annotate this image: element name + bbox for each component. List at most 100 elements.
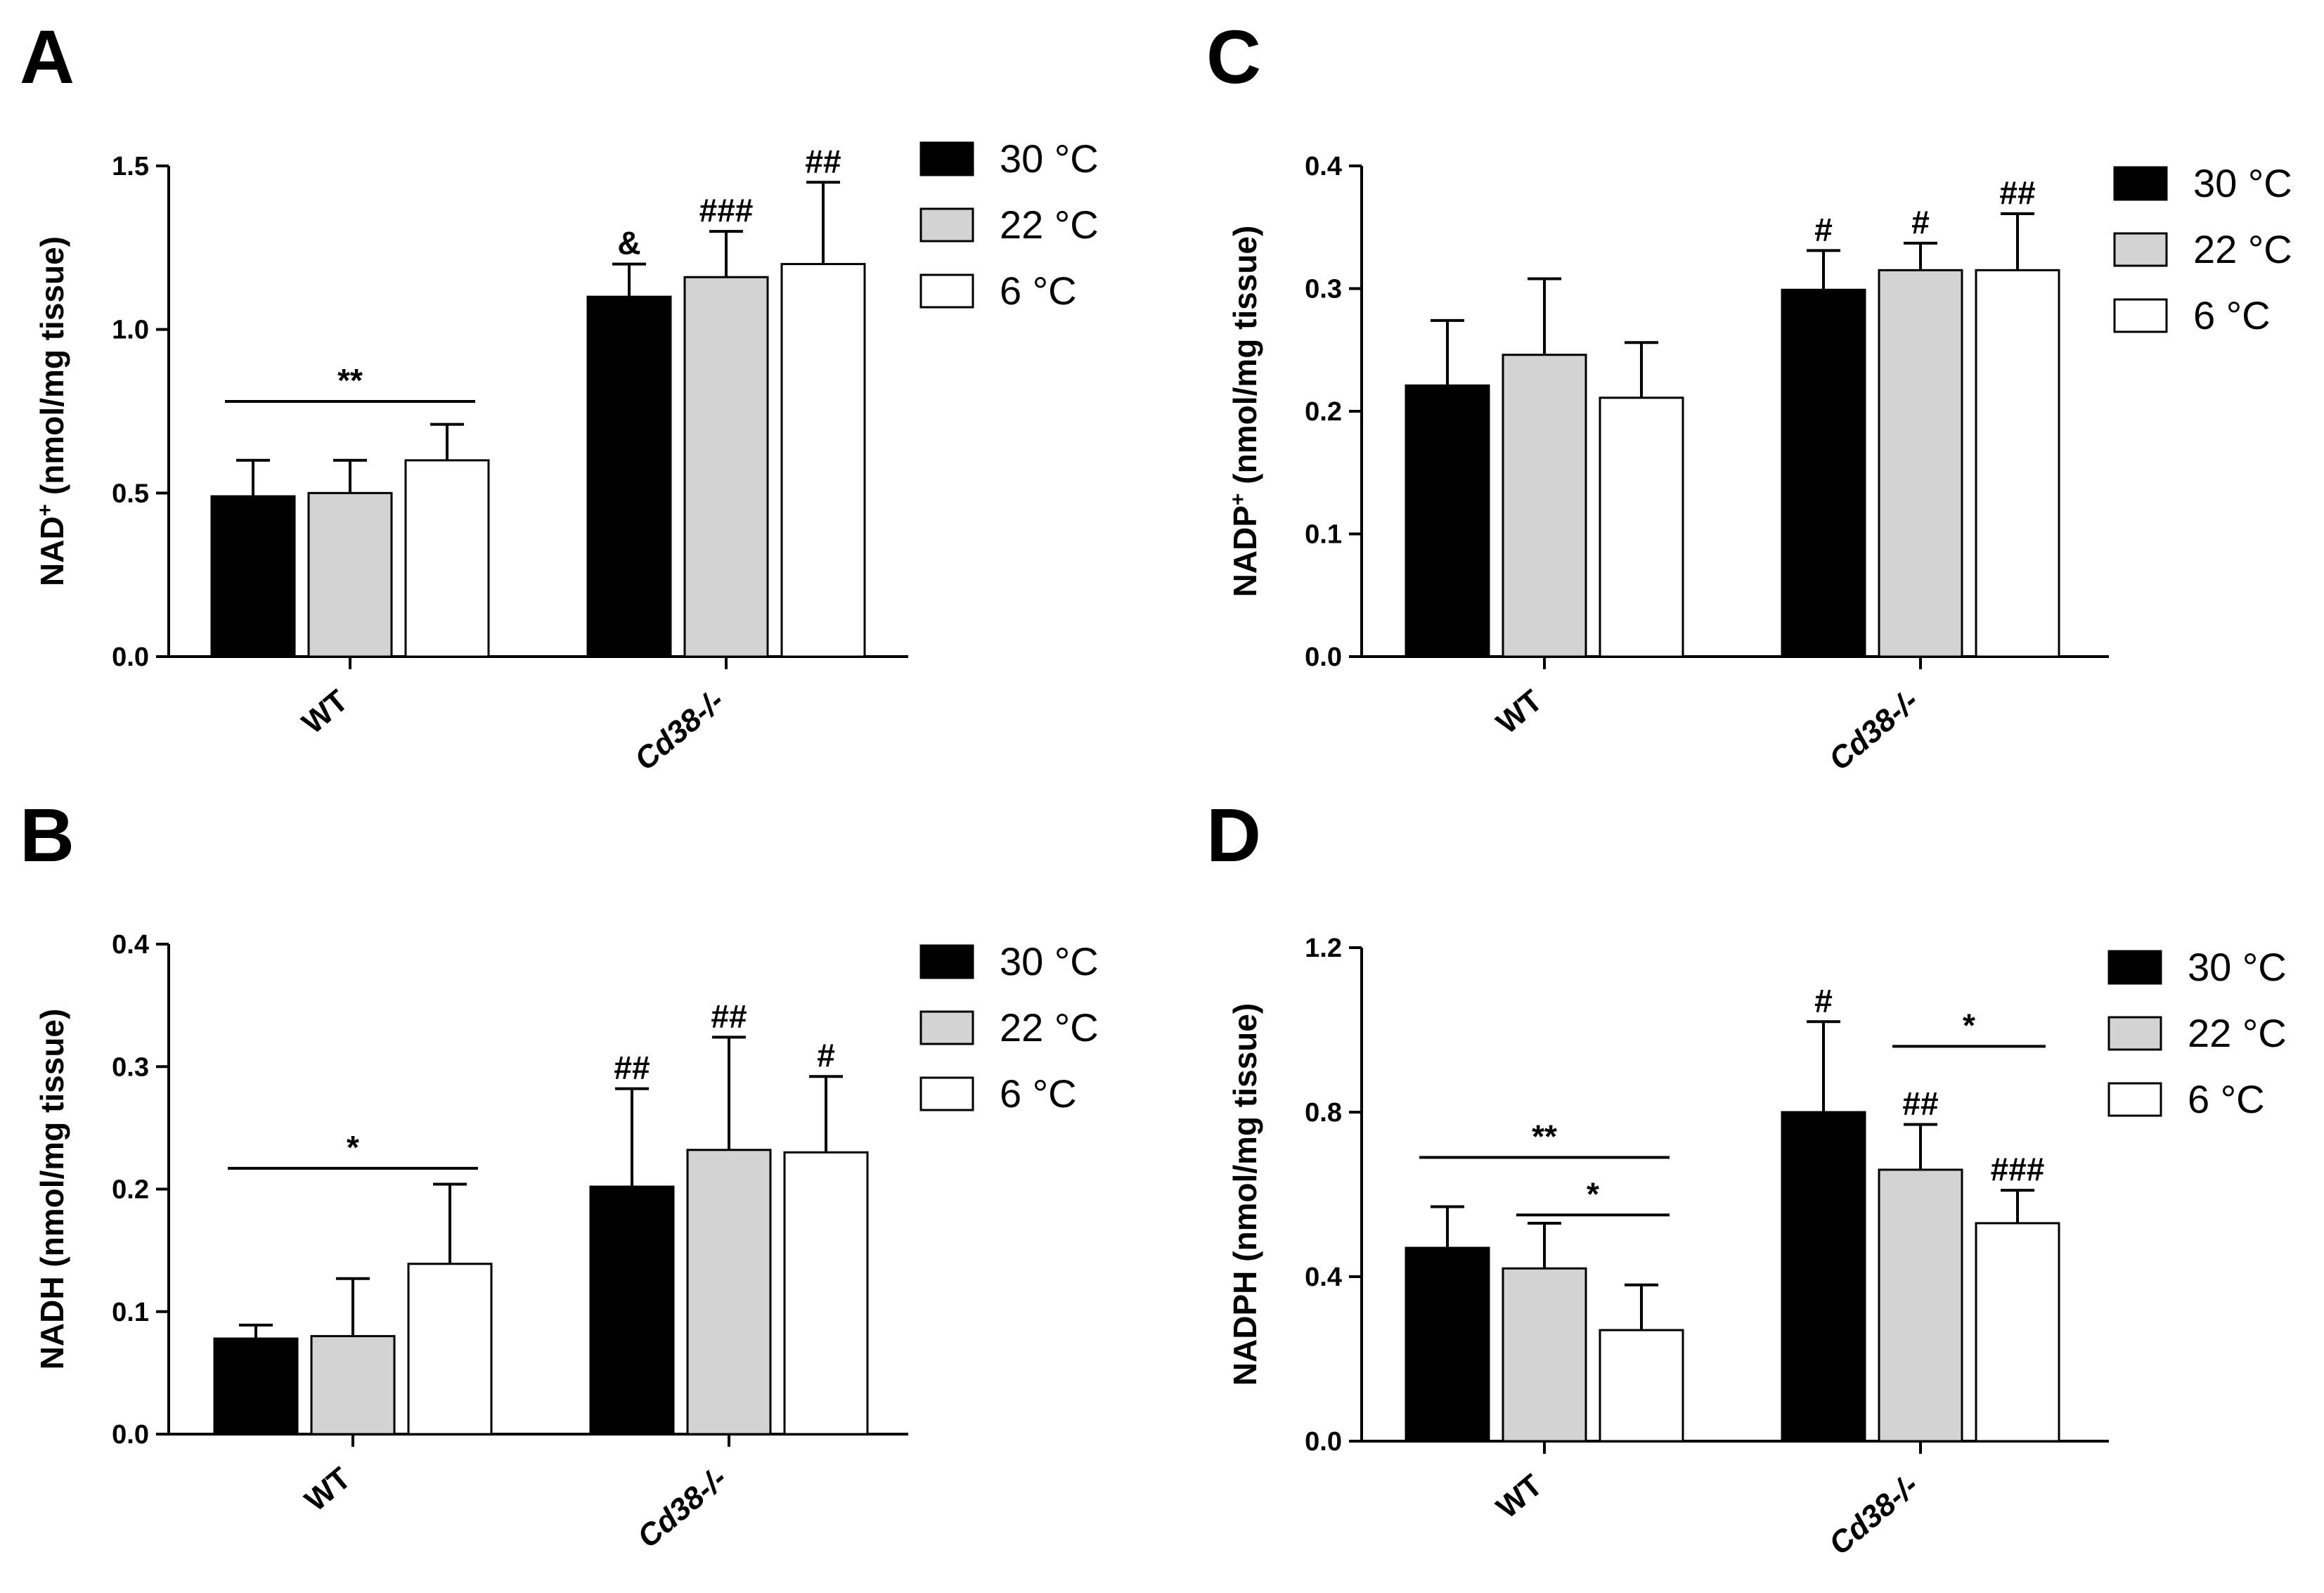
bracket-label: *	[1587, 1175, 1599, 1212]
significance-label: ###	[1991, 1151, 2045, 1187]
y-tick-label: 0.0	[1305, 643, 1342, 672]
bar	[213, 1337, 299, 1436]
x-tick-label: Cd38-/-	[1823, 1468, 1925, 1561]
bar	[686, 1149, 772, 1436]
legend-swatch	[919, 141, 974, 176]
y-tick-label: 0.3	[1305, 275, 1342, 304]
bar	[1599, 1329, 1684, 1443]
bar	[1405, 1246, 1490, 1443]
bar	[1878, 269, 1963, 658]
y-tick-label: 0.4	[1305, 152, 1342, 181]
bracket-label: *	[347, 1129, 359, 1166]
bar	[307, 491, 393, 658]
significance-label: #	[817, 1037, 835, 1073]
legend-label: 6 °C	[2193, 293, 2271, 337]
significance-label: &	[617, 225, 640, 262]
bracket-label: *	[1963, 1007, 1975, 1043]
bar	[310, 1335, 396, 1436]
bar	[407, 1263, 493, 1436]
panel-a: A 0.0 0.5 1.0 1.5 NAD+ (nmol/mg tissue) WT Cd38…	[20, 14, 1099, 778]
bar	[683, 276, 769, 658]
y-axis-label: NADP+ (nmol/mg tissue)	[1227, 226, 1264, 598]
legend-label: 6 °C	[2188, 1077, 2265, 1121]
legend-swatch	[919, 273, 974, 309]
bar	[1599, 396, 1684, 658]
bar	[1405, 384, 1490, 658]
panel-c: C 0.0 0.1 0.2 0.3 0.4 NADP+ (nmol/mg tissue) WT…	[1206, 14, 2292, 778]
bar	[1975, 1222, 2060, 1443]
bar	[1502, 354, 1587, 658]
legend-swatch	[919, 944, 974, 979]
y-tick-label: 1.0	[112, 316, 149, 345]
x-tick-label: Cd38-/-	[628, 683, 731, 777]
significance-label: ##	[1999, 174, 2035, 211]
y-axis-label: NADH (nmol/mg tissue)	[34, 1009, 70, 1370]
y-axis-label: NAD+ (nmol/mg tissue)	[34, 236, 71, 586]
significance-label: #	[1814, 982, 1833, 1019]
panel-b: B 0.0 0.1 0.2 0.3 0.4 NADH (nmol/mg tissue) WT C…	[20, 792, 1099, 1555]
bar	[1781, 1111, 1866, 1443]
y-tick-label: 1.5	[112, 152, 149, 181]
x-tick-label: WT	[1490, 683, 1549, 741]
panel-letter: B	[20, 792, 75, 877]
bar	[1502, 1267, 1587, 1443]
legend: 30 °C 22 °C 6 °C	[2107, 945, 2287, 1121]
legend: 30 °C 22 °C 6 °C	[2113, 161, 2292, 337]
significance-label: ##	[614, 1050, 650, 1086]
y-tick-label: 0.3	[112, 1052, 149, 1082]
bar	[404, 459, 490, 658]
x-tick-label: Cd38-/-	[1823, 683, 1925, 777]
bar	[589, 1185, 675, 1436]
legend-swatch	[2113, 232, 2168, 267]
significance-label: ###	[699, 192, 754, 228]
y-tick-label: 0.4	[1305, 1263, 1342, 1292]
x-tick-label: WT	[296, 683, 355, 741]
panel-d: D 0.0 0.4 0.8 1.2 NADPH (nmol/mg tissue) WT Cd3…	[1206, 792, 2287, 1562]
legend-label: 30 °C	[1000, 939, 1099, 983]
x-tick-label: WT	[299, 1461, 358, 1518]
bar	[210, 495, 296, 658]
legend-label: 6 °C	[1000, 269, 1077, 313]
bar	[780, 263, 866, 658]
bar	[1878, 1168, 1963, 1443]
y-tick-label: 1.2	[1305, 934, 1342, 963]
legend-label: 22 °C	[1000, 1005, 1099, 1050]
panel-letter: C	[1206, 14, 1261, 99]
legend-label: 22 °C	[2188, 1011, 2287, 1055]
legend-swatch	[2107, 950, 2162, 985]
legend: 30 °C 22 °C 6 °C	[919, 136, 1099, 313]
y-tick-label: 0.8	[1305, 1098, 1342, 1128]
legend-label: 30 °C	[2193, 161, 2292, 205]
panel-letter: A	[20, 14, 75, 99]
legend-swatch	[2107, 1016, 2162, 1051]
y-tick-label: 0.1	[1305, 520, 1342, 550]
bracket-label: **	[1532, 1118, 1557, 1154]
significance-label: ##	[805, 143, 841, 179]
significance-label: ##	[1902, 1085, 1938, 1122]
y-tick-label: 0.4	[112, 930, 149, 960]
y-tick-label: 0.1	[112, 1298, 149, 1327]
legend: 30 °C 22 °C 6 °C	[919, 939, 1099, 1116]
bar	[1975, 269, 2060, 658]
significance-label: #	[1814, 211, 1833, 247]
legend-swatch	[919, 207, 974, 243]
bar	[586, 295, 672, 658]
y-tick-label: 0.2	[1305, 397, 1342, 427]
y-tick-label: 0.0	[112, 643, 149, 672]
panel-letter: D	[1206, 792, 1261, 877]
bracket-label: **	[337, 362, 363, 399]
legend-label: 22 °C	[1000, 202, 1099, 247]
y-tick-label: 0.0	[112, 1420, 149, 1450]
significance-label: ##	[711, 998, 747, 1034]
legend-swatch	[919, 1010, 974, 1045]
bar	[783, 1151, 869, 1436]
legend-label: 6 °C	[1000, 1071, 1077, 1116]
legend-swatch	[2107, 1082, 2162, 1117]
legend-swatch	[2113, 166, 2168, 201]
bar	[1781, 288, 1866, 658]
x-tick-label: Cd38-/-	[631, 1461, 734, 1554]
significance-label: #	[1911, 204, 1930, 240]
legend-label: 30 °C	[1000, 136, 1099, 181]
y-tick-label: 0.5	[112, 479, 149, 508]
